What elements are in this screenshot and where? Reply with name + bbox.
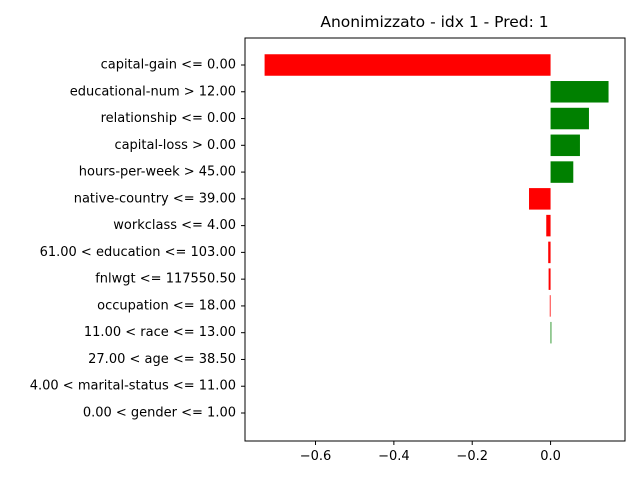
bar [548, 268, 551, 290]
x-tick-label: −0.2 [456, 449, 488, 464]
bar [529, 188, 551, 210]
y-tick-label: fnlwgt <= 117550.50 [95, 272, 236, 287]
x-axis-ticks: −0.6 −0.4 −0.2 0.0 [300, 441, 561, 464]
bar [546, 214, 551, 237]
bar [549, 295, 551, 317]
y-tick-label: native-country <= 39.00 [74, 191, 236, 206]
y-tick-label: 0.00 < gender <= 1.00 [83, 406, 236, 421]
y-axis-ticks: capital-gain <= 0.00 educational-num > 12… [30, 58, 245, 421]
x-tick-label: −0.6 [300, 449, 332, 464]
bar [550, 134, 580, 157]
bar [550, 161, 574, 183]
y-tick-label: 61.00 < education <= 103.00 [40, 245, 236, 260]
y-tick-label: capital-gain <= 0.00 [101, 58, 236, 73]
x-tick-label: 0.0 [540, 449, 561, 464]
y-tick-label: hours-per-week > 45.00 [79, 165, 236, 180]
plot-frame [244, 37, 626, 442]
bar [550, 107, 589, 130]
y-tick-label: capital-loss > 0.00 [114, 138, 236, 153]
y-tick-label: workclass <= 4.00 [113, 218, 236, 233]
y-tick-label: 11.00 < race <= 13.00 [84, 325, 236, 340]
y-tick-label: relationship <= 0.00 [101, 111, 236, 126]
y-tick-label: educational-num > 12.00 [70, 84, 236, 99]
y-tick-label: 27.00 < age <= 38.50 [88, 352, 236, 367]
bars-layer [264, 54, 609, 344]
y-tick-label: 4.00 < marital-status <= 11.00 [30, 379, 236, 394]
bar [264, 54, 551, 76]
bar [550, 81, 609, 103]
y-tick-label: occupation <= 18.00 [97, 298, 236, 313]
bar [548, 241, 551, 264]
bar [550, 321, 552, 344]
x-tick-label: −0.4 [378, 449, 410, 464]
chart-title: Anonimizzato - idx 1 - Pred: 1 [320, 13, 548, 31]
